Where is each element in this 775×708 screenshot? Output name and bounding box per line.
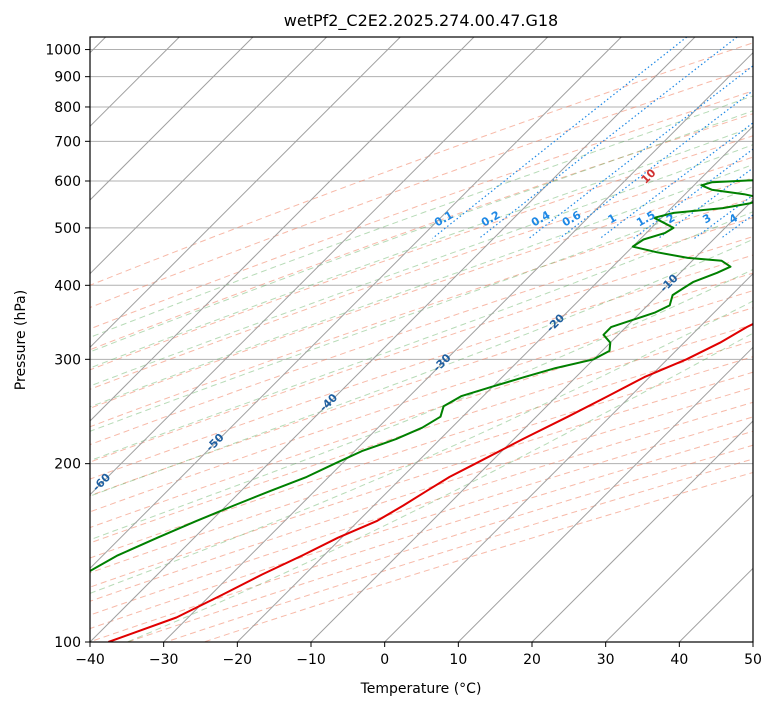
y-tick-label: 900 bbox=[54, 70, 81, 86]
isotherm-line bbox=[163, 51, 753, 642]
dry-adiabat-line bbox=[90, 197, 753, 428]
x-tick-label: −10 bbox=[296, 652, 326, 668]
dry-adiabat-line bbox=[90, 66, 753, 309]
moist-adiabat-line bbox=[90, 238, 753, 497]
moist-adiabat-line bbox=[90, 211, 753, 462]
dewpoint-line bbox=[90, 179, 753, 573]
x-tick-label: −20 bbox=[223, 652, 253, 668]
moist-adiabat-line bbox=[90, 110, 753, 353]
x-tick-label: 30 bbox=[597, 652, 615, 668]
dry-adiabat-line bbox=[90, 42, 753, 286]
profile-lines bbox=[90, 179, 753, 642]
isotherm-line bbox=[90, 37, 475, 422]
dry-adiabat-line bbox=[90, 156, 753, 390]
dry-adiabat-line bbox=[90, 340, 753, 559]
isotherm-line bbox=[531, 420, 753, 642]
isotherm-line bbox=[605, 493, 753, 642]
isotherm-line bbox=[90, 37, 696, 642]
x-axis-title: Temperature (°C) bbox=[360, 681, 482, 697]
dry-adiabat-line bbox=[90, 177, 753, 409]
y-axis-title: Pressure (hPa) bbox=[13, 290, 29, 390]
y-tick-label: 200 bbox=[54, 457, 81, 473]
mixing-ratio-line bbox=[559, 89, 753, 239]
chart-title: wetPf2_C2E2.2025.274.00.47.G18 bbox=[284, 11, 558, 31]
isotherm-line bbox=[310, 199, 753, 642]
x-tick-label: 20 bbox=[523, 652, 541, 668]
axes: −40 −30 −20 −10 0 10 20 30 40 50 100 200 300 400 500 60… bbox=[45, 43, 762, 668]
moist-adiabat-line bbox=[90, 164, 753, 408]
background-lines bbox=[90, 37, 753, 642]
moist-adiabat-line bbox=[90, 268, 753, 541]
isotherm-line bbox=[457, 346, 753, 642]
dry-adiabat-line bbox=[90, 356, 753, 574]
isotherm-line bbox=[90, 37, 549, 496]
plot-frame bbox=[89, 36, 754, 643]
dry-adiabat-line bbox=[90, 307, 753, 529]
dry-adiabat-line bbox=[90, 217, 753, 446]
x-tick-label: 0 bbox=[380, 652, 389, 668]
y-tick-label: 100 bbox=[54, 635, 81, 651]
isotherm-line bbox=[384, 272, 753, 642]
isotherm-line bbox=[90, 37, 401, 349]
y-tick-label: 500 bbox=[54, 221, 81, 237]
x-tick-label: 10 bbox=[449, 652, 467, 668]
moist-adiabat-line bbox=[127, 332, 753, 642]
isotherm-line bbox=[90, 37, 328, 275]
moist-adiabat-line bbox=[90, 126, 753, 369]
x-tick-label: 40 bbox=[670, 652, 688, 668]
dry-adiabat-line bbox=[90, 254, 753, 480]
y-tick-label: 700 bbox=[54, 134, 81, 150]
y-tick-label: 300 bbox=[54, 352, 81, 368]
x-tick-label: 50 bbox=[744, 652, 762, 668]
mixing-ratio-line bbox=[478, 37, 738, 239]
y-tick-label: 400 bbox=[54, 278, 81, 294]
y-tick-label: 600 bbox=[54, 174, 81, 190]
y-tick-label: 800 bbox=[54, 100, 81, 116]
isotherm-line bbox=[236, 125, 753, 642]
dry-adiabat-line bbox=[90, 386, 753, 602]
isotherm-line bbox=[90, 37, 254, 201]
moist-adiabat-line bbox=[90, 186, 753, 432]
y-tick-label: 1000 bbox=[45, 43, 81, 59]
x-tick-label: −30 bbox=[149, 652, 179, 668]
dry-adiabat-line bbox=[90, 290, 753, 513]
temperature-line bbox=[108, 322, 753, 642]
isotherm-line bbox=[90, 37, 622, 570]
x-tick-label: −40 bbox=[75, 652, 105, 668]
